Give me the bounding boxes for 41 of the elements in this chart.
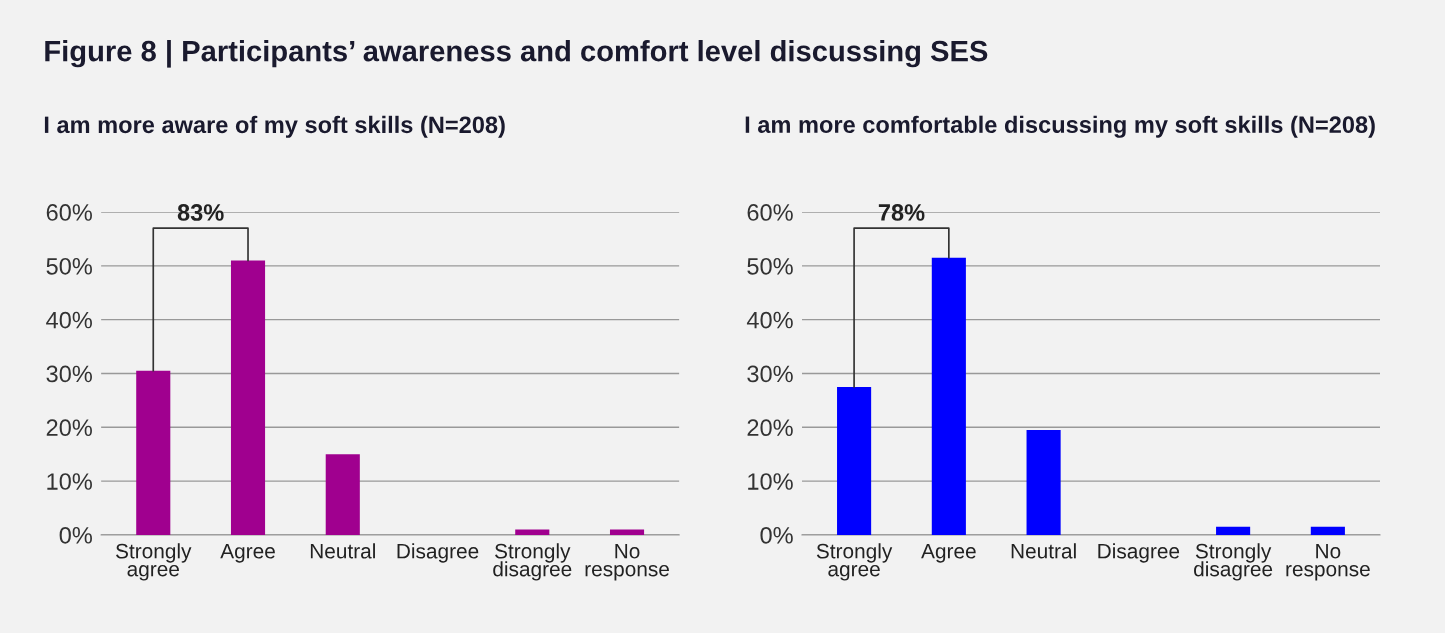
x-tick-label: No response: [1286, 543, 1370, 581]
x-tick-label: Strongly agree: [816, 543, 893, 581]
chart-subtitle: I am more comfortable discussing my soft skills (N=208): [745, 115, 1375, 138]
x-tick-label: No response: [585, 543, 669, 581]
y-tick-label: 40%: [746, 311, 793, 329]
y-tick-label: 30%: [747, 365, 793, 383]
y-tick-label: 40%: [46, 311, 92, 329]
bar: [515, 529, 550, 535]
y-tick-label: 0%: [760, 526, 793, 544]
x-tick-label: Disagree: [1098, 543, 1180, 563]
x-tick-label: Neutral: [310, 543, 375, 559]
y-tick-label: 30%: [46, 365, 92, 383]
y-tick-label: 60%: [747, 204, 793, 221]
y-tick-label: 50%: [747, 257, 793, 275]
bar: [230, 260, 266, 535]
bar: [931, 257, 966, 535]
bar: [1026, 429, 1061, 535]
annotation: 83%: [177, 204, 224, 221]
x-tick-label: Strongly disagree: [1194, 543, 1273, 581]
y-tick-label: 0%: [59, 526, 92, 544]
chart-title: Figure 8 | Participants’ awareness and comfort level discussing SES: [45, 40, 988, 68]
bar: [1310, 526, 1345, 535]
y-tick-label: 10%: [748, 473, 793, 490]
y-tick-label: 20%: [46, 419, 92, 437]
bar: [1216, 526, 1251, 535]
bar: [837, 386, 872, 535]
chart-subtitle: I am more aware of my soft skills (N=208): [44, 115, 505, 138]
x-tick-label: Disagree: [397, 543, 479, 563]
y-tick-label: 60%: [46, 204, 92, 221]
y-tick-label: 20%: [747, 419, 793, 437]
x-tick-label: Agree: [921, 543, 976, 563]
x-tick-label: Strongly disagree: [493, 543, 572, 581]
bar: [136, 370, 171, 535]
x-tick-label: Strongly agree: [116, 543, 192, 581]
y-tick-label: 10%: [47, 473, 92, 490]
y-tick-label: 50%: [46, 257, 92, 275]
bar: [609, 529, 645, 535]
bar: [325, 454, 360, 535]
x-tick-label: Neutral: [1011, 543, 1076, 559]
annotation: 78%: [878, 204, 925, 221]
x-tick-label: Agree: [220, 543, 275, 563]
